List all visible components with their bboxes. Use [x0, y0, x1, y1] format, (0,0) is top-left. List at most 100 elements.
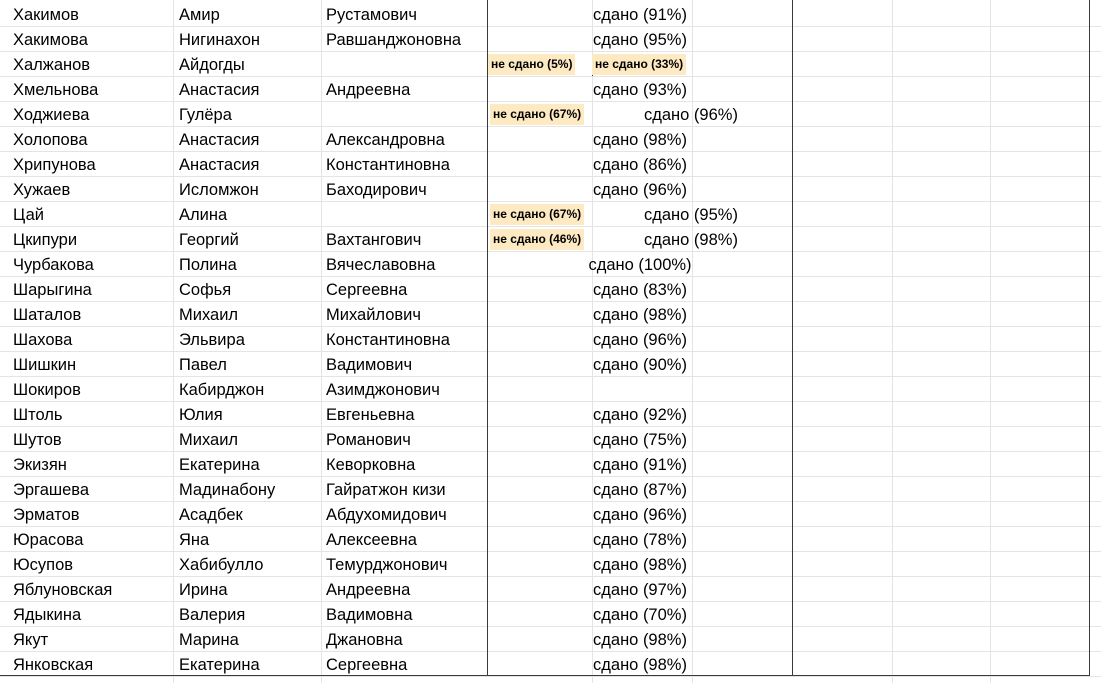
table-row[interactable]: Халжанов Айдогды не сдано (5%) не сдано (33…: [0, 52, 1101, 77]
result-cell[interactable]: сдано (98%): [488, 552, 792, 577]
result-cell[interactable]: сдано (97%): [488, 577, 792, 602]
last-name-cell[interactable]: Юрасова: [13, 531, 84, 549]
patronymic-cell[interactable]: Гайратжон кизи: [326, 481, 446, 499]
table-row[interactable]: Хужаев Исломжон Баходирович сдано (96%): [0, 177, 1101, 202]
first-name-cell[interactable]: Амир: [179, 6, 220, 24]
result-cell[interactable]: [488, 377, 792, 402]
table-row[interactable]: Юрасова Яна Алексеевна сдано (78%): [0, 527, 1101, 552]
last-name-cell[interactable]: Юсупов: [13, 556, 74, 574]
patronymic-cell[interactable]: Баходирович: [326, 181, 427, 199]
first-name-cell[interactable]: Полина: [179, 256, 237, 274]
first-name-cell[interactable]: Павел: [179, 356, 227, 374]
first-name-cell[interactable]: Юлия: [179, 406, 223, 424]
result-cell[interactable]: сдано (98%): [488, 652, 792, 677]
table-row[interactable]: Янковская Екатерина Сергеевна сдано (98%): [0, 652, 1101, 677]
patronymic-cell[interactable]: [326, 202, 484, 227]
patronymic-cell[interactable]: Евгеньевна: [326, 406, 415, 424]
last-name-cell[interactable]: Шарыгина: [13, 281, 92, 299]
last-name-cell[interactable]: Янковская: [13, 656, 94, 674]
table-row[interactable]: Экизян Екатерина Кеворковна сдано (91%): [0, 452, 1101, 477]
result-cell[interactable]: сдано (91%): [488, 2, 792, 27]
last-name-cell[interactable]: Шутов: [13, 431, 62, 449]
patronymic-cell[interactable]: Сергеевна: [326, 281, 408, 299]
result-cell[interactable]: не сдано (5%) не сдано (33%): [488, 52, 792, 77]
first-name-cell[interactable]: Михаил: [179, 306, 239, 324]
last-name-cell[interactable]: Экизян: [13, 456, 67, 474]
result-cell[interactable]: не сдано (46%) сдано (98%): [488, 227, 792, 252]
last-name-cell[interactable]: Чурбакова: [13, 256, 94, 274]
table-row[interactable]: Цкипури Георгий Вахтангович не сдано (46%) с…: [0, 227, 1101, 252]
last-name-cell[interactable]: Эрматов: [13, 506, 80, 524]
first-name-cell[interactable]: Эльвира: [179, 331, 245, 349]
table-row[interactable]: Эргашева Мадинабону Гайратжон кизи сдано (8…: [0, 477, 1101, 502]
patronymic-cell[interactable]: Андреевна: [326, 581, 411, 599]
patronymic-cell[interactable]: Михайлович: [326, 306, 421, 324]
first-name-cell[interactable]: Софья: [179, 281, 232, 299]
first-name-cell[interactable]: Георгий: [179, 231, 239, 249]
last-name-cell[interactable]: Ядыкина: [13, 606, 82, 624]
last-name-cell[interactable]: Шаталов: [13, 306, 82, 324]
result-cell[interactable]: не сдано (67%) сдано (95%): [488, 202, 792, 227]
result-cell[interactable]: не сдано (67%) сдано (96%): [488, 102, 792, 127]
result-cell[interactable]: сдано (70%): [488, 602, 792, 627]
patronymic-cell[interactable]: Алексеевна: [326, 531, 417, 549]
last-name-cell[interactable]: Ходжиева: [13, 106, 90, 124]
first-name-cell[interactable]: Алина: [179, 206, 228, 224]
first-name-cell[interactable]: Михаил: [179, 431, 239, 449]
first-name-cell[interactable]: Нигинахон: [179, 31, 261, 49]
table-row[interactable]: Холопова Анастасия Александровна сдано (98%…: [0, 127, 1101, 152]
result-cell[interactable]: сдано (92%): [488, 402, 792, 427]
first-name-cell[interactable]: Хабибулло: [179, 556, 264, 574]
patronymic-cell[interactable]: Рустамович: [326, 6, 417, 24]
first-name-cell[interactable]: Гулёра: [179, 106, 232, 124]
first-name-cell[interactable]: Анастасия: [179, 81, 260, 99]
table-row[interactable]: Шахова Эльвира Константиновна сдано (96%): [0, 327, 1101, 352]
last-name-cell[interactable]: Цкипури: [13, 231, 78, 249]
patronymic-cell[interactable]: Вячеславовна: [326, 256, 436, 274]
patronymic-cell[interactable]: [326, 102, 484, 127]
table-row[interactable]: Чурбакова Полина Вячеславовна сдано (100%): [0, 252, 1101, 277]
table-row[interactable]: Ходжиева Гулёра не сдано (67%) сдано (96%): [0, 102, 1101, 127]
result-cell[interactable]: сдано (98%): [488, 127, 792, 152]
last-name-cell[interactable]: Холопова: [13, 131, 88, 149]
table-row[interactable]: Ядыкина Валерия Вадимовна сдано (70%): [0, 602, 1101, 627]
first-name-cell[interactable]: Мадинабону: [179, 481, 276, 499]
patronymic-cell[interactable]: Джановна: [326, 631, 403, 649]
table-row[interactable]: Шаталов Михаил Михайлович сдано (98%): [0, 302, 1101, 327]
last-name-cell[interactable]: Эргашева: [13, 481, 90, 499]
first-name-cell[interactable]: Кабирджон: [179, 381, 265, 399]
patronymic-cell[interactable]: Кеворковна: [326, 456, 416, 474]
table-row[interactable]: Хмельнова Анастасия Андреевна сдано (93%): [0, 77, 1101, 102]
first-name-cell[interactable]: Айдогды: [179, 56, 245, 74]
patronymic-cell[interactable]: Сергеевна: [326, 656, 408, 674]
result-cell[interactable]: сдано (78%): [488, 527, 792, 552]
patronymic-cell[interactable]: Романович: [326, 431, 411, 449]
table-row[interactable]: Яблуновская Ирина Андреевна сдано (97%): [0, 577, 1101, 602]
first-name-cell[interactable]: Анастасия: [179, 131, 260, 149]
result-cell[interactable]: сдано (95%): [488, 27, 792, 52]
result-cell[interactable]: сдано (96%): [488, 502, 792, 527]
last-name-cell[interactable]: Шишкин: [13, 356, 77, 374]
patronymic-cell[interactable]: Вадимовна: [326, 606, 413, 624]
last-name-cell[interactable]: Штоль: [13, 406, 63, 424]
table-row[interactable]: Шарыгина Софья Сергеевна сдано (83%): [0, 277, 1101, 302]
table-row[interactable]: Хрипунова Анастасия Константиновна сдано (8…: [0, 152, 1101, 177]
result-cell[interactable]: сдано (98%): [488, 302, 792, 327]
result-cell[interactable]: сдано (91%): [488, 452, 792, 477]
result-cell[interactable]: сдано (96%): [488, 327, 792, 352]
patronymic-cell[interactable]: Абдухомидович: [326, 506, 447, 524]
table-row[interactable]: Шишкин Павел Вадимович сдано (90%): [0, 352, 1101, 377]
first-name-cell[interactable]: Екатерина: [179, 456, 260, 474]
patronymic-cell[interactable]: Константиновна: [326, 156, 450, 174]
result-cell[interactable]: сдано (75%): [488, 427, 792, 452]
last-name-cell[interactable]: Хакимова: [13, 31, 88, 49]
first-name-cell[interactable]: Ирина: [179, 581, 228, 599]
patronymic-cell[interactable]: Азимджонович: [326, 381, 440, 399]
result-cell[interactable]: сдано (83%): [488, 277, 792, 302]
table-row[interactable]: Хакимов Амир Рустамович сдано (91%): [0, 2, 1101, 27]
last-name-cell[interactable]: Халжанов: [13, 56, 91, 74]
patronymic-cell[interactable]: Темурджонович: [326, 556, 448, 574]
first-name-cell[interactable]: Екатерина: [179, 656, 260, 674]
table-row[interactable]: Якут Марина Джановна сдано (98%): [0, 627, 1101, 652]
first-name-cell[interactable]: Асадбек: [179, 506, 243, 524]
